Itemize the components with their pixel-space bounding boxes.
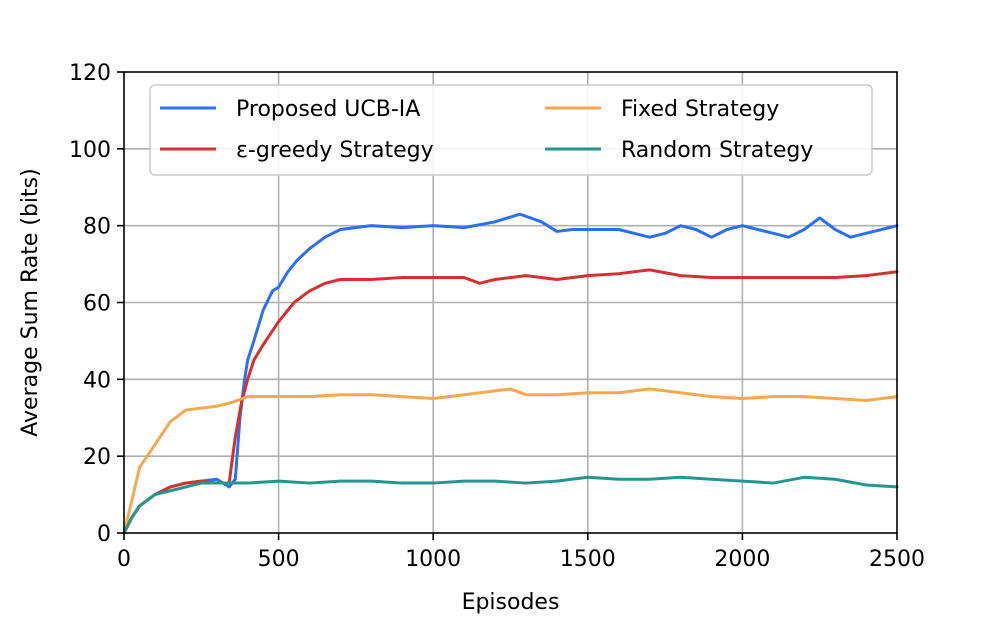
x-tick-label-2: 1000 [405, 547, 461, 572]
y-tick-label-4: 80 [83, 215, 111, 240]
x-axis-ticks: 0 500 1000 1500 2000 2500 [117, 533, 925, 572]
x-tick-label-1: 500 [258, 547, 300, 572]
series-lines [122, 212, 899, 535]
y-tick-label-1: 20 [83, 445, 111, 470]
y-tick-label-2: 40 [83, 368, 111, 393]
series-line-3 [122, 475, 899, 535]
y-axis-ticks: 0 20 40 60 80 100 120 [69, 61, 124, 547]
y-axis-label: Average Sum Rate (bits) [18, 168, 43, 436]
legend-label-1: ε-greedy Strategy [236, 138, 434, 163]
x-tick-label-0: 0 [117, 547, 131, 572]
legend-box [149, 84, 873, 176]
legend-label-2: Fixed Strategy [621, 97, 779, 122]
legend: Proposed UCB-IA ε-greedy Strategy Fixed St… [149, 84, 873, 176]
legend-label-0: Proposed UCB-IA [236, 97, 420, 122]
y-tick-label-0: 0 [97, 522, 111, 547]
x-tick-label-3: 1500 [560, 547, 616, 572]
x-tick-label-4: 2000 [714, 547, 770, 572]
y-tick-label-6: 120 [69, 61, 111, 86]
x-tick-label-5: 2500 [869, 547, 925, 572]
y-tick-label-3: 60 [83, 292, 111, 317]
series-line-2 [122, 387, 899, 535]
legend-label-3: Random Strategy [621, 138, 813, 163]
y-tick-label-5: 100 [69, 138, 111, 163]
x-axis-label: Episodes [462, 590, 560, 615]
